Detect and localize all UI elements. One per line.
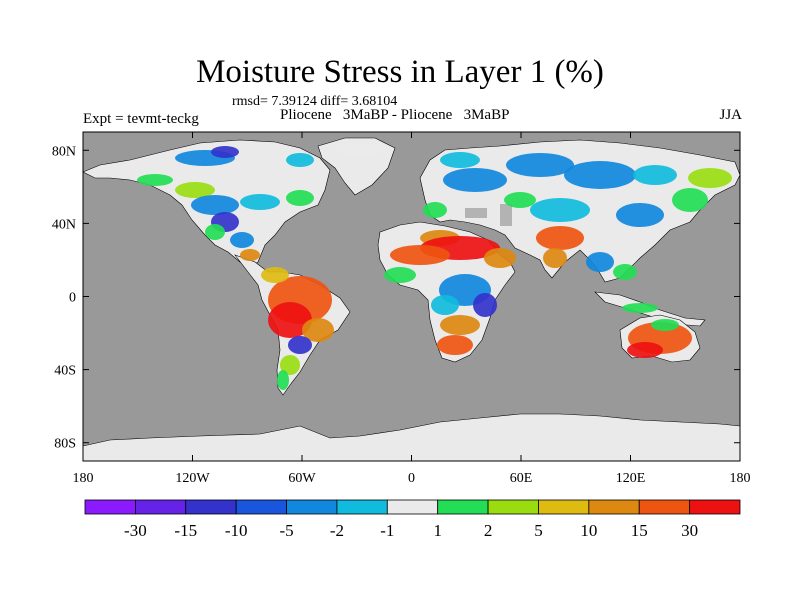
- stress-region: [230, 232, 254, 248]
- colorbar-box: [336, 499, 388, 515]
- stress-region: [211, 146, 239, 158]
- x-tick-label: 60E: [510, 471, 533, 486]
- y-tick-label: 80N: [52, 144, 76, 159]
- stress-region: [286, 190, 314, 206]
- colorbar-label: -2: [330, 521, 344, 540]
- colorbar-box: [487, 499, 539, 515]
- axis-ticks: 180 120W 60W 0 60E 120E 180 80N 40N 0 40S 80S: [52, 132, 751, 486]
- stress-region: [240, 249, 260, 261]
- colorbar-label: -15: [174, 521, 197, 540]
- stress-region: [616, 203, 664, 227]
- colorbar-box: [286, 499, 338, 515]
- colorbar-box: [134, 499, 187, 515]
- stress-region: [423, 202, 447, 218]
- stress-region: [191, 195, 239, 215]
- stress-region: [440, 152, 480, 168]
- y-tick-label: 80S: [54, 437, 76, 452]
- stress-region: [261, 267, 289, 283]
- x-tick-label: 0: [408, 471, 415, 486]
- stress-region: [504, 192, 536, 208]
- colorbar-box: [588, 499, 640, 515]
- stress-region: [506, 153, 574, 177]
- stress-region: [613, 264, 637, 280]
- map-title: Moisture Stress in Layer 1 (%): [196, 54, 604, 90]
- missing-data-patch: [500, 204, 512, 226]
- stats-text: rmsd= 7.39124 diff= 3.68104: [232, 94, 398, 109]
- colorbar-box: [84, 499, 136, 515]
- colorbar-label: 30: [681, 521, 698, 540]
- stress-region: [384, 267, 416, 283]
- stress-region: [627, 342, 663, 358]
- colorbar: -30 -15 -10 -5 -2 -1 1 2 5 10 15 30: [84, 499, 741, 540]
- stress-region: [536, 226, 584, 250]
- stress-region: [277, 370, 289, 390]
- season-label: JJA: [719, 107, 742, 123]
- colorbar-label: -1: [380, 521, 394, 540]
- stress-region: [280, 355, 300, 375]
- stress-region: [440, 315, 480, 335]
- stress-region: [302, 318, 334, 342]
- x-tick-label: 60W: [288, 471, 316, 486]
- x-tick-label: 120E: [616, 471, 646, 486]
- colorbar-label: 10: [580, 521, 597, 540]
- moisture-stress-field: [137, 142, 732, 390]
- colorbar-box: [437, 499, 489, 515]
- stress-region: [390, 245, 450, 265]
- land-antarctica: [82, 413, 741, 462]
- colorbar-box: [235, 499, 287, 515]
- colorbar-box: [538, 499, 590, 515]
- stress-region: [205, 224, 225, 240]
- colorbar-box: [638, 499, 691, 515]
- missing-data-patch: [465, 208, 487, 218]
- stress-region: [473, 293, 497, 317]
- stress-region: [651, 319, 679, 331]
- colorbar-label: 15: [631, 521, 648, 540]
- stress-region: [484, 248, 516, 268]
- colorbar-box: [386, 499, 439, 515]
- stress-region: [586, 252, 614, 272]
- y-tick-label: 40N: [52, 217, 76, 232]
- y-tick-label: 0: [69, 291, 76, 306]
- colorbar-label: -10: [225, 521, 248, 540]
- colorbar-label: 5: [534, 521, 543, 540]
- colorbar-label: 2: [484, 521, 493, 540]
- stress-region: [543, 248, 567, 268]
- stress-region: [268, 302, 312, 338]
- colorbar-box: [689, 499, 741, 515]
- stress-region: [564, 161, 636, 189]
- stress-region: [137, 174, 173, 186]
- stress-region: [622, 303, 658, 313]
- stress-region: [443, 168, 507, 192]
- stress-region: [342, 142, 378, 158]
- stress-region: [437, 335, 473, 355]
- stress-region: [175, 182, 215, 198]
- colorbar-box: [185, 499, 237, 515]
- stress-region: [286, 153, 314, 167]
- x-tick-label: 180: [730, 471, 751, 486]
- x-tick-label: 120W: [175, 471, 210, 486]
- colorbar-label: -5: [279, 521, 293, 540]
- comparison-label: Pliocene 3MaBP - Pliocene 3MaBP: [280, 107, 510, 123]
- stress-region: [431, 295, 459, 315]
- stress-region: [530, 198, 590, 222]
- colorbar-label: 1: [433, 521, 442, 540]
- stress-region: [672, 188, 708, 212]
- stress-region: [240, 194, 280, 210]
- y-tick-label: 40S: [54, 364, 76, 379]
- stress-region: [633, 165, 677, 185]
- experiment-label: Expt = tevmt-teckg: [83, 111, 199, 127]
- x-tick-label: 180: [73, 471, 94, 486]
- stress-region: [288, 336, 312, 354]
- colorbar-label: -30: [124, 521, 147, 540]
- stress-region: [688, 168, 732, 188]
